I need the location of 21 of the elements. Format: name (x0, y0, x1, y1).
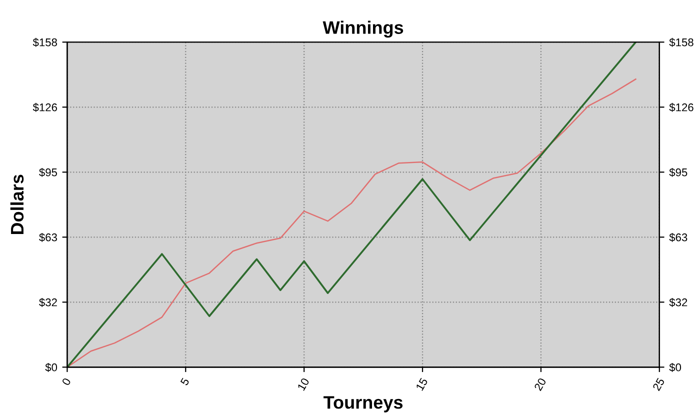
y-tick-label: $158 (32, 38, 57, 47)
x-tick-label: 5 (180, 377, 190, 386)
x-tick-label: 20 (534, 377, 546, 392)
y2-tick-label: $63 (669, 232, 688, 242)
y-axis-title: Dollars (10, 174, 24, 234)
y2-tick-label: $95 (669, 168, 688, 177)
y2-tick-label: $32 (669, 298, 688, 307)
x-axis-title: Tourneys (324, 396, 403, 412)
y-tick-label: $63 (39, 232, 57, 242)
x-tick-label: 25 (652, 377, 665, 392)
x-tick-label: 15 (416, 377, 428, 391)
y2-tick-label: $158 (669, 38, 694, 47)
x-tick-label: 0 (62, 377, 72, 386)
x-tick-label: 10 (297, 377, 310, 391)
y-tick-label: $32 (39, 298, 57, 307)
y2-tick-label: $0 (669, 362, 682, 372)
y-tick-label: $95 (39, 168, 58, 177)
y-tick-label: $126 (32, 102, 57, 112)
chart-title: Winnings (322, 20, 404, 38)
y-tick-label: $0 (45, 362, 58, 372)
y2-tick-label: $126 (669, 102, 694, 112)
